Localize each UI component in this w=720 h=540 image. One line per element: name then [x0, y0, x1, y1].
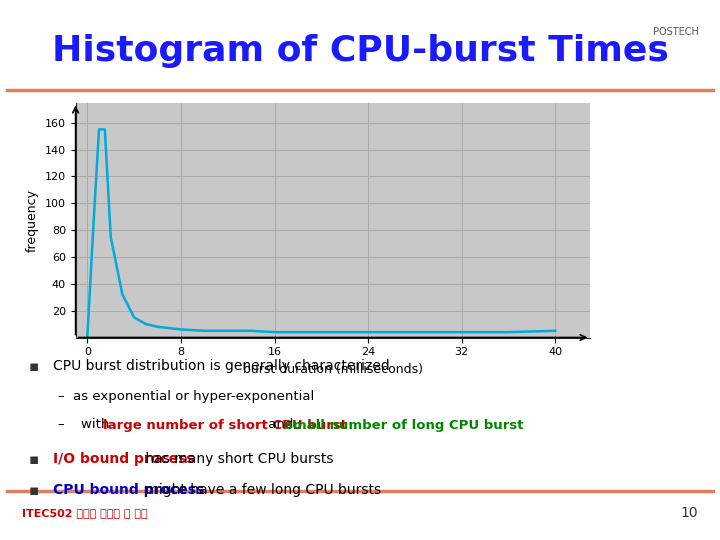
- Text: CPU burst distribution is generally characterized: CPU burst distribution is generally char…: [53, 359, 390, 373]
- Text: –  as exponential or hyper-exponential: – as exponential or hyper-exponential: [58, 390, 314, 403]
- Text: POSTECH: POSTECH: [652, 26, 698, 37]
- Y-axis label: frequency: frequency: [26, 188, 39, 252]
- Text: and: and: [264, 418, 297, 431]
- Text: with: with: [81, 418, 114, 431]
- Text: ▪: ▪: [29, 452, 39, 467]
- Text: –: –: [58, 418, 73, 431]
- X-axis label: burst duration (milliseconds): burst duration (milliseconds): [243, 363, 423, 376]
- Text: small number of long CPU burst: small number of long CPU burst: [285, 418, 523, 431]
- Text: large number of short CPU burst: large number of short CPU burst: [103, 418, 347, 431]
- Text: I/O bound process: I/O bound process: [53, 452, 194, 466]
- Text: might have a few long CPU bursts: might have a few long CPU bursts: [140, 483, 381, 497]
- Text: ▪: ▪: [29, 483, 39, 498]
- Text: ITEC502 컴퓨터 시스템 및 실습: ITEC502 컴퓨터 시스템 및 실습: [22, 508, 147, 518]
- Text: Histogram of CPU-burst Times: Histogram of CPU-burst Times: [52, 35, 668, 68]
- Text: has many short CPU bursts: has many short CPU bursts: [140, 452, 333, 466]
- Text: ▪: ▪: [29, 359, 39, 374]
- Text: 10: 10: [681, 506, 698, 520]
- Text: CPU bound process: CPU bound process: [53, 483, 204, 497]
